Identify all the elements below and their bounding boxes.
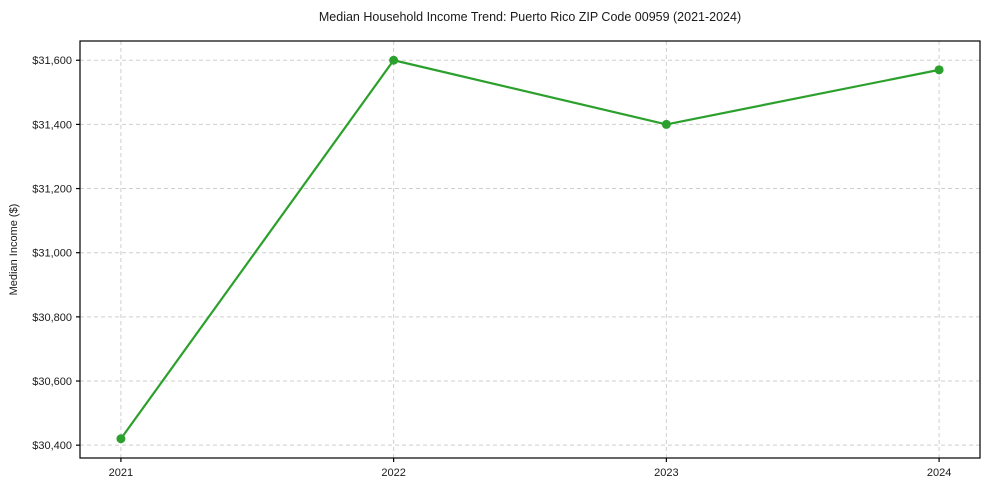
plot-area: $30,400 $30,600 $30,800 $31,000 $31,200 $31,4… [32,40,981,479]
y-axis-label: Median Income ($) [8,204,20,296]
chart-title: Median Household Income Trend: Puerto Ri… [319,10,741,24]
y-tick-label: $30,400 [32,440,72,452]
data-point-marker [934,65,944,75]
x-tick-label: 2023 [654,467,678,479]
x-tick-label: 2021 [109,467,133,479]
x-tick-label: 2024 [927,467,951,479]
series-line [119,59,941,440]
y-tick-label: $31,600 [32,55,72,67]
y-tick-label: $30,600 [32,376,72,388]
y-tick-label: $31,400 [32,119,72,131]
data-point-marker [661,119,671,129]
data-point-marker [116,434,126,444]
data-point-marker [389,55,399,65]
x-tick-label: 2022 [381,467,405,479]
y-tick-label: $31,000 [32,248,72,260]
plot-spines [79,40,981,459]
y-tick-label: $31,200 [32,184,72,196]
y-tick-label: $30,800 [32,312,72,324]
